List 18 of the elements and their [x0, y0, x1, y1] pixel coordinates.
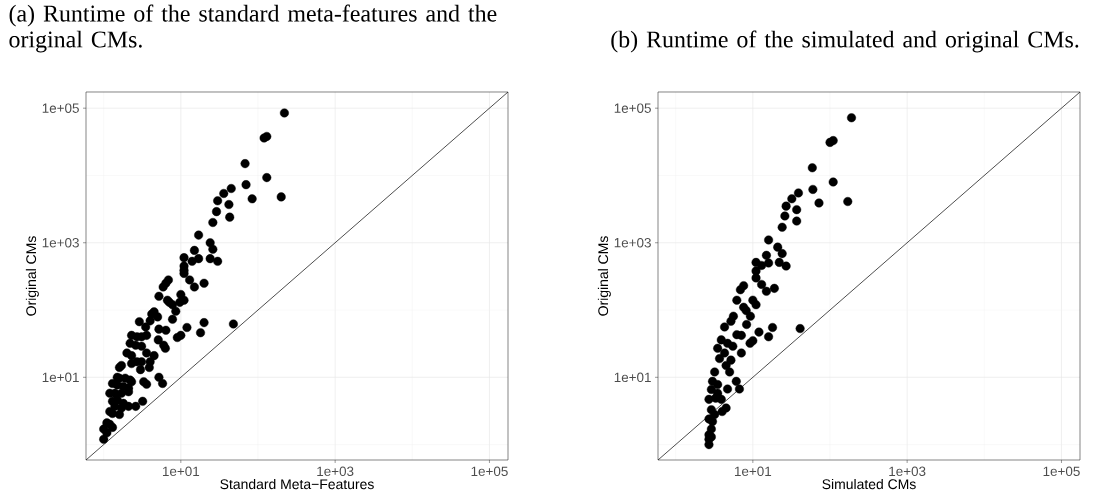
x-tick-label: 1e+03 — [889, 466, 926, 477]
y-tick-label: 1e+03 — [614, 237, 651, 248]
y-tick-label: 1e+03 — [42, 237, 79, 248]
x-axis-title: Standard Meta−Features — [220, 478, 374, 490]
x-tick-label: 1e+05 — [471, 466, 508, 477]
chart-title: (a) Runtime of the standard meta-features and the original CMs. — [9, 4, 497, 53]
y-axis-title: Original CMs — [25, 236, 39, 316]
x-tick-label: 1e+05 — [1043, 466, 1080, 477]
y-axis-title: Original CMs — [597, 236, 611, 316]
x-tick-label: 1e+01 — [162, 466, 200, 477]
x-tick-label: 1e+03 — [317, 466, 354, 477]
y-tick-label: 1e+05 — [614, 103, 651, 113]
x-tick-label: 1e+01 — [734, 466, 772, 477]
chart-title: (b) Runtime of the simulated and original CMs. — [611, 30, 1079, 53]
y-tick-label: 1e+01 — [614, 372, 651, 383]
x-axis-title: Simulated CMs — [822, 478, 916, 490]
y-tick-label: 1e+01 — [42, 372, 79, 383]
y-tick-label: 1e+05 — [42, 103, 79, 113]
